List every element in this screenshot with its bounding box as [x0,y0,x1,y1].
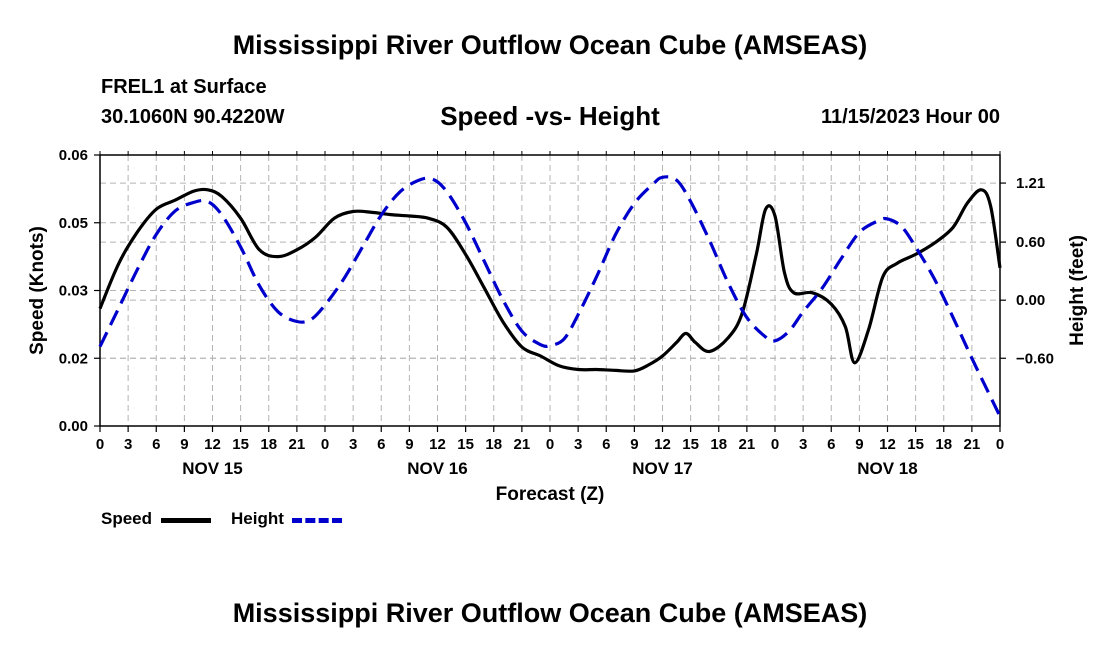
x-tick-label: 3 [574,436,582,453]
day-label: NOV 16 [407,459,467,478]
grid-lines [100,155,1000,426]
x-tick-label: 9 [855,436,863,453]
x-tick-label: 6 [152,436,160,453]
x-tick-label: 0 [546,436,554,453]
y-axis-right-label: Height (feet) [1067,235,1088,346]
x-tick-label: 3 [349,436,357,453]
day-label: NOV 18 [857,459,917,478]
x-tick-label: 6 [827,436,835,453]
x-tick-label: 15 [907,436,924,453]
legend-speed-swatch [161,518,211,523]
forecast-datetime: 11/15/2023 Hour 00 [820,106,1000,128]
chart-subtitle: Speed -vs- Height [440,101,660,131]
x-tick-label: 0 [321,436,329,453]
y-axis-left-label: Speed (Knots) [27,226,48,355]
x-tick-label: 6 [377,436,385,453]
x-tick-label: 9 [180,436,188,453]
series-layer [98,175,1002,418]
x-axis-label: Forecast (Z) [496,484,605,505]
x-tick-label: 18 [935,436,952,453]
x-tick-label: 12 [879,436,896,453]
x-tick-label: 18 [710,436,727,453]
x-tick-label: 18 [485,436,502,453]
chart-title: Mississippi River Outflow Ocean Cube (AM… [232,30,868,60]
x-tick-label: 15 [457,436,474,453]
x-tick-label: 18 [260,436,277,453]
y-left-tick-label: 0.03 [59,283,88,300]
x-tick-label: 21 [514,436,531,453]
legend-height-swatch [292,518,342,523]
x-tick-label: 0 [96,436,104,453]
x-tick-label: 15 [682,436,699,453]
x-tick-label: 6 [602,436,610,453]
y-right-tick-label: −0.60 [1016,350,1054,367]
footer-title: Mississippi River Outflow Ocean Cube (AM… [232,598,868,628]
x-tick-label: 21 [964,436,981,453]
x-tick-label: 12 [654,436,671,453]
legend-height-label: Height [231,509,284,528]
y-left-tick-label: 0.00 [59,418,88,435]
y-left-tick-label: 0.06 [59,147,88,164]
y-left-tick-label: 0.02 [59,350,88,367]
x-tick-label: 3 [799,436,807,453]
y-right-tick-label: 0.00 [1016,292,1045,309]
x-tick-label: 0 [771,436,779,453]
axis-ticks: 0 3 6 9 12 15 18 21 0 3 6 9 12 15 18 21 0 3 6 9 12 15 18 21 0 3 6 9… [59,147,1054,478]
x-tick-label: 9 [630,436,638,453]
height-series-line [98,175,1002,418]
coordinates-label: 30.1060N 90.4220W [101,106,285,128]
x-tick-label: 21 [739,436,756,453]
x-tick-label: 12 [429,436,446,453]
x-tick-label: 9 [405,436,413,453]
day-label: NOV 17 [632,459,692,478]
x-tick-label: 15 [232,436,249,453]
y-right-tick-label: 1.21 [1016,175,1045,192]
speed-series-line [98,187,1002,373]
y-right-tick-label: 0.60 [1016,234,1045,251]
x-tick-label: 3 [124,436,132,453]
x-tick-label: 12 [204,436,221,453]
x-tick-label: 21 [289,436,306,453]
station-label: FREL1 at Surface [101,76,267,98]
y-left-tick-label: 0.05 [59,215,88,232]
x-tick-label: 0 [996,436,1004,453]
day-label: NOV 15 [182,459,242,478]
legend-speed-label: Speed [101,509,153,528]
